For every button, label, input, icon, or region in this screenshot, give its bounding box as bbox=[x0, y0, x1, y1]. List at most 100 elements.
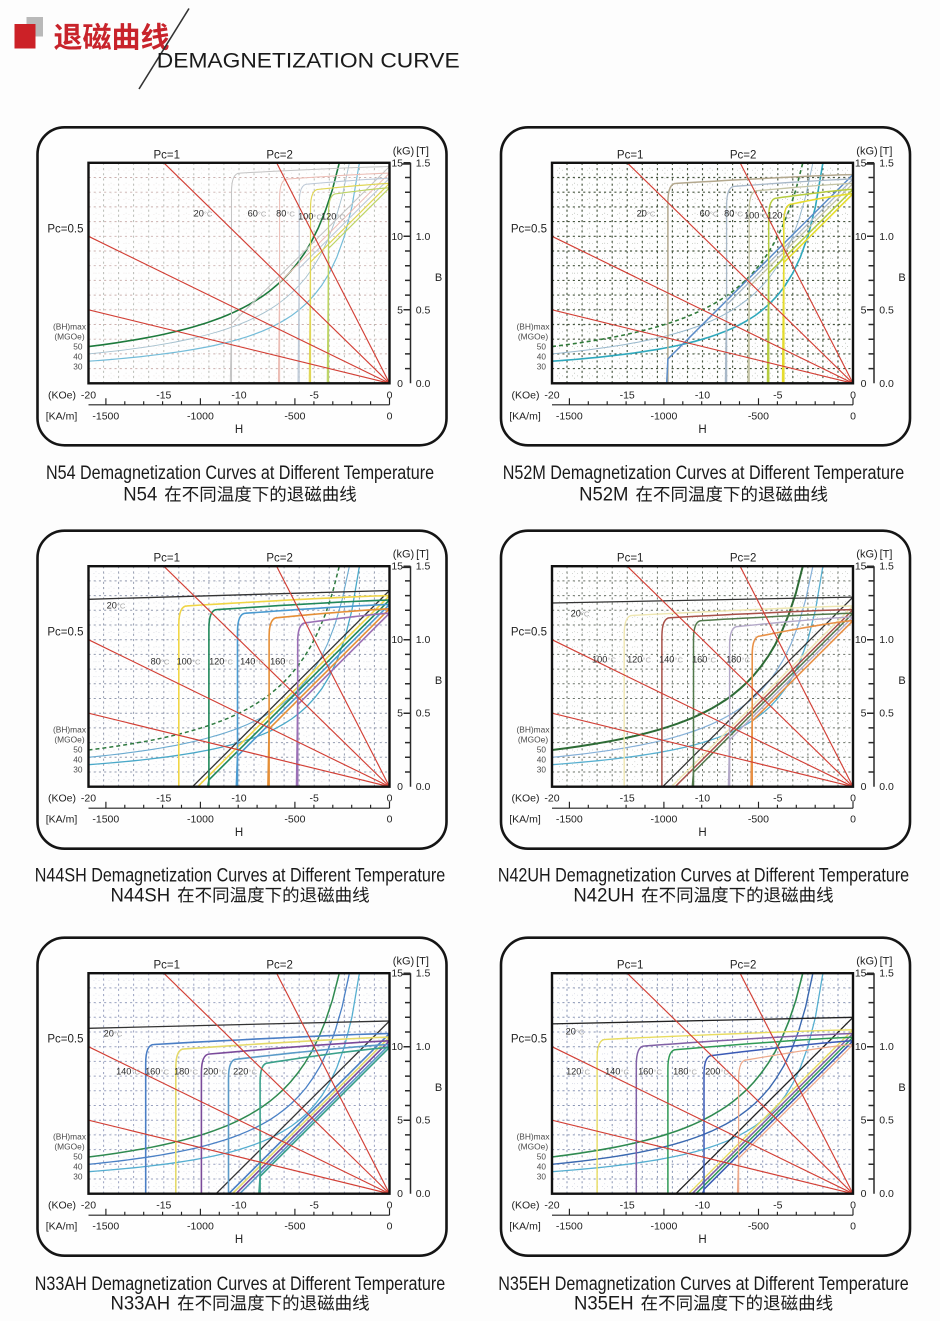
svg-text:0.5: 0.5 bbox=[416, 1115, 431, 1127]
svg-text:[KA/m]: [KA/m] bbox=[46, 410, 78, 422]
svg-text:120°C: 120°C bbox=[767, 211, 791, 221]
svg-text:0: 0 bbox=[850, 814, 856, 826]
svg-text:10: 10 bbox=[855, 231, 867, 243]
svg-text:-500: -500 bbox=[748, 814, 769, 826]
svg-text:0.0: 0.0 bbox=[416, 1188, 431, 1200]
svg-text:0: 0 bbox=[397, 781, 403, 793]
svg-text:0: 0 bbox=[850, 410, 856, 422]
svg-text:0: 0 bbox=[397, 1188, 403, 1200]
svg-text:50: 50 bbox=[73, 1152, 83, 1162]
svg-text:0: 0 bbox=[387, 1200, 393, 1212]
svg-text:N54 Demagnetization Curves at: N54 Demagnetization Curves at Different … bbox=[46, 462, 434, 484]
svg-text:[T]: [T] bbox=[880, 956, 893, 968]
svg-text:Pc=2: Pc=2 bbox=[266, 149, 293, 161]
svg-text:N35EH: N35EH bbox=[574, 1293, 634, 1315]
svg-text:Pc=1: Pc=1 bbox=[617, 960, 644, 972]
svg-text:0: 0 bbox=[387, 814, 393, 826]
svg-text:(KOe): (KOe) bbox=[511, 793, 539, 805]
svg-text:0: 0 bbox=[387, 1221, 393, 1233]
svg-text:15: 15 bbox=[855, 968, 867, 980]
svg-text:N44SH: N44SH bbox=[110, 885, 170, 907]
svg-text:1.0: 1.0 bbox=[416, 634, 431, 646]
svg-text:5: 5 bbox=[861, 708, 867, 720]
svg-text:0.5: 0.5 bbox=[879, 304, 894, 316]
svg-text:(BH)max: (BH)max bbox=[516, 1132, 550, 1142]
svg-text:H: H bbox=[698, 424, 706, 436]
svg-text:0: 0 bbox=[387, 793, 393, 805]
svg-text:-1500: -1500 bbox=[92, 814, 119, 826]
svg-text:(MGOe): (MGOe) bbox=[518, 735, 548, 745]
svg-text:[T]: [T] bbox=[416, 549, 429, 561]
svg-text:-20: -20 bbox=[544, 389, 559, 401]
svg-text:10: 10 bbox=[391, 634, 403, 646]
svg-text:-500: -500 bbox=[284, 1221, 305, 1233]
svg-text:-1500: -1500 bbox=[556, 410, 583, 422]
svg-text:140°C: 140°C bbox=[605, 1067, 629, 1077]
svg-text:0.5: 0.5 bbox=[416, 304, 431, 316]
svg-text:10: 10 bbox=[855, 634, 867, 646]
svg-text:0: 0 bbox=[387, 389, 393, 401]
svg-text:(BH)max: (BH)max bbox=[516, 725, 550, 735]
svg-text:-1000: -1000 bbox=[187, 410, 214, 422]
svg-text:80°C: 80°C bbox=[151, 657, 170, 667]
svg-text:DEMAGNETIZATION CURVE: DEMAGNETIZATION CURVE bbox=[157, 48, 460, 72]
svg-text:50: 50 bbox=[73, 341, 83, 351]
svg-text:40: 40 bbox=[73, 755, 83, 765]
svg-text:[T]: [T] bbox=[880, 549, 893, 561]
svg-text:[KA/m]: [KA/m] bbox=[509, 814, 541, 826]
svg-text:20°C: 20°C bbox=[104, 1029, 123, 1039]
svg-text:(KOe): (KOe) bbox=[511, 389, 539, 401]
svg-text:(MGOe): (MGOe) bbox=[518, 1142, 548, 1152]
svg-text:Pc=1: Pc=1 bbox=[154, 553, 181, 565]
svg-text:(BH)max: (BH)max bbox=[516, 321, 550, 331]
svg-text:(MGOe): (MGOe) bbox=[54, 331, 84, 341]
svg-text:5: 5 bbox=[397, 1115, 403, 1127]
svg-text:Pc=0.5: Pc=0.5 bbox=[511, 223, 547, 235]
svg-text:0.0: 0.0 bbox=[879, 1188, 894, 1200]
svg-text:-20: -20 bbox=[81, 793, 96, 805]
svg-text:0: 0 bbox=[850, 793, 856, 805]
svg-text:0: 0 bbox=[850, 1200, 856, 1212]
svg-text:-5: -5 bbox=[310, 1200, 319, 1212]
svg-text:(KOe): (KOe) bbox=[511, 1200, 539, 1212]
svg-text:20°C: 20°C bbox=[566, 1027, 585, 1037]
svg-text:140°C: 140°C bbox=[116, 1067, 140, 1077]
svg-text:220°C: 220°C bbox=[233, 1067, 257, 1077]
svg-text:-10: -10 bbox=[695, 793, 710, 805]
svg-text:10: 10 bbox=[391, 231, 403, 243]
svg-text:Pc=2: Pc=2 bbox=[266, 960, 293, 972]
svg-text:B: B bbox=[435, 1082, 442, 1094]
svg-text:15: 15 bbox=[391, 561, 403, 573]
svg-text:N52M Demagnetization Curves at: N52M Demagnetization Curves at Different… bbox=[503, 462, 905, 484]
svg-text:15: 15 bbox=[855, 157, 867, 169]
svg-text:B: B bbox=[898, 272, 905, 284]
svg-text:H: H bbox=[235, 827, 243, 839]
svg-text:40: 40 bbox=[537, 351, 547, 361]
svg-text:5: 5 bbox=[861, 1115, 867, 1127]
svg-text:0.0: 0.0 bbox=[416, 378, 431, 390]
svg-text:1.5: 1.5 bbox=[879, 561, 894, 573]
svg-text:N44SH Demagnetization Curves a: N44SH Demagnetization Curves at Differen… bbox=[35, 864, 445, 886]
svg-text:180°C: 180°C bbox=[673, 1067, 697, 1077]
svg-text:100°C: 100°C bbox=[592, 655, 616, 665]
svg-text:50: 50 bbox=[537, 1152, 547, 1162]
svg-text:(KOe): (KOe) bbox=[48, 793, 76, 805]
svg-text:60°C: 60°C bbox=[700, 209, 719, 219]
svg-text:0: 0 bbox=[861, 1188, 867, 1200]
svg-text:Pc=0.5: Pc=0.5 bbox=[47, 223, 83, 235]
svg-text:N54: N54 bbox=[123, 484, 157, 506]
svg-text:Pc=0.5: Pc=0.5 bbox=[47, 627, 83, 639]
svg-text:-10: -10 bbox=[231, 793, 246, 805]
svg-text:30: 30 bbox=[537, 1172, 547, 1182]
svg-text:50: 50 bbox=[537, 745, 547, 755]
svg-text:0: 0 bbox=[850, 1221, 856, 1233]
svg-text:(BH)max: (BH)max bbox=[53, 321, 87, 331]
svg-text:-500: -500 bbox=[748, 410, 769, 422]
svg-text:N42UH Demagnetization Curves a: N42UH Demagnetization Curves at Differen… bbox=[498, 864, 909, 886]
svg-text:-500: -500 bbox=[284, 814, 305, 826]
svg-text:Pc=2: Pc=2 bbox=[730, 149, 757, 161]
svg-text:1.5: 1.5 bbox=[879, 157, 894, 169]
svg-text:140°C: 140°C bbox=[659, 655, 683, 665]
svg-text:120°C: 120°C bbox=[321, 212, 345, 222]
svg-text:-15: -15 bbox=[156, 1200, 171, 1212]
